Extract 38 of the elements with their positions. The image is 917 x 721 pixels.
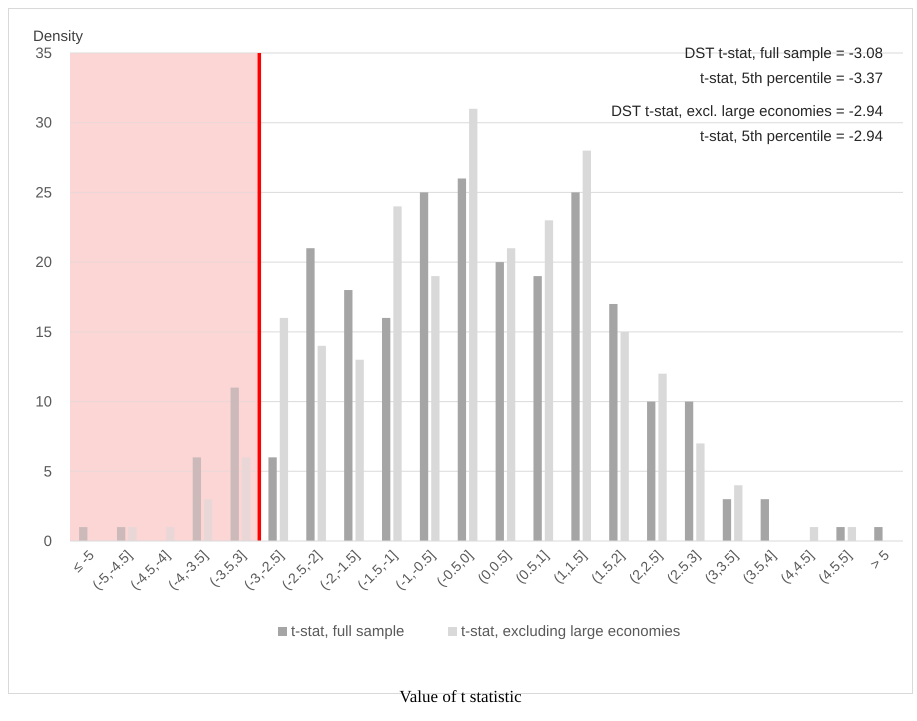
y-tick-label: 20 <box>35 254 52 272</box>
x-tick-label: ≤ -5 <box>68 546 98 576</box>
bar <box>458 178 466 541</box>
bar <box>609 304 618 541</box>
annotation: t-stat, 5th percentile = -3.37 <box>700 70 883 87</box>
text: Value of t statistic <box>399 687 522 706</box>
bar <box>382 318 390 541</box>
y-tick-label: 30 <box>35 114 52 132</box>
bar <box>306 248 315 541</box>
bar <box>874 527 883 541</box>
bar <box>79 527 88 541</box>
y-axis-title: Density <box>33 28 84 45</box>
y-tick-label: 35 <box>35 45 52 62</box>
legend-label: t-stat, excluding large economies <box>461 623 680 640</box>
bar <box>722 499 732 541</box>
bar <box>533 276 542 541</box>
legend-label: t-stat, full sample <box>291 623 404 640</box>
bar <box>496 262 504 541</box>
bar <box>230 388 239 541</box>
bar <box>116 527 126 541</box>
bar <box>420 192 428 541</box>
bar <box>268 457 277 541</box>
x-tick-label: > 5 <box>866 546 892 572</box>
y-tick-label: 25 <box>35 184 52 202</box>
annotation: DST t-stat, excl. large economies = -2.94 <box>611 103 883 120</box>
bar <box>344 290 352 541</box>
annotation: DST t-stat, full sample = -3.08 <box>684 45 883 62</box>
bar <box>647 402 656 541</box>
bar <box>760 499 769 541</box>
annotation: t-stat, 5th percentile = -2.94 <box>700 128 883 145</box>
y-tick-label: 15 <box>35 324 52 341</box>
bar <box>684 402 694 541</box>
bar <box>192 457 202 541</box>
bar <box>571 192 580 541</box>
y-tick-label: 0 <box>44 533 52 550</box>
y-tick-label: 5 <box>44 463 52 480</box>
y-tick-label: 10 <box>35 394 52 411</box>
bar <box>836 527 845 541</box>
